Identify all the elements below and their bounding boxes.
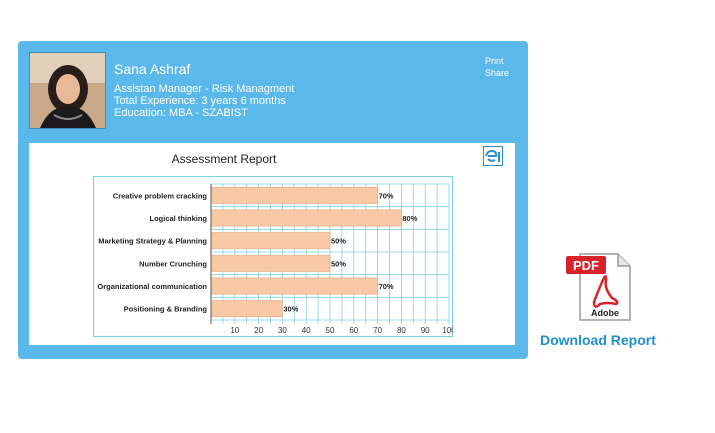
x-tick-label: 70 [373,326,382,335]
category-label: Logical thinking [150,214,208,223]
assessment-chart: Creative problem cracking 70% Logical thin… [93,176,453,337]
profile-education: Education: MBA - SZABIST [114,107,248,119]
bar [210,277,378,295]
x-tick-label: 40 [302,326,311,335]
profile-position: Assistan Manager - Risk Managment [114,83,295,95]
report-title: Assessment Report [171,152,277,166]
adobe-label: Adobe [591,308,619,318]
profile-card: Sana Ashraf Assistan Manager - Risk Mana… [18,41,528,359]
category-label: Organizational communication [97,282,207,291]
report-panel: Assessment Report Creative problem crack… [29,143,515,345]
x-tick-label: 60 [349,326,358,335]
x-tick-label: 80 [397,326,406,335]
share-link[interactable]: Share [485,68,510,78]
x-tick-label: 90 [421,326,430,335]
x-tick-label: 50 [326,326,335,335]
category-label: Marketing Strategy & Planning [98,237,207,246]
data-label: 30% [283,305,298,314]
avatar-image [30,53,105,128]
pdf-file-icon[interactable]: PDF Adobe [564,250,636,322]
brand-logo-icon [483,146,503,166]
x-tick-label: 10 [230,326,239,335]
bar [210,232,331,250]
card-actions: Print Share [485,55,509,79]
x-tick-label: 30 [278,326,287,335]
data-label: 50% [331,237,346,246]
bar [210,254,331,272]
x-tick-label: 100 [442,326,453,335]
profile-experience: Total Experience: 3 years 6 months [114,95,286,107]
x-tick-label: 20 [254,326,263,335]
bar [210,209,402,227]
data-label: 70% [379,191,394,200]
category-label: Creative problem cracking [113,191,208,200]
bar [210,300,283,318]
profile-info: Assistan Manager - Risk Managment Total … [114,83,294,119]
data-label: 70% [379,282,394,291]
pdf-label: PDF [573,258,599,273]
avatar [29,52,106,129]
category-label: Positioning & Branding [124,305,208,314]
data-label: 80% [402,214,417,223]
data-label: 50% [331,259,346,268]
print-link[interactable]: Print [485,56,504,66]
profile-name: Sana Ashraf [114,61,191,77]
download-report-link[interactable]: Download Report [540,332,656,348]
bar [210,186,378,204]
category-label: Number Crunching [139,259,207,268]
